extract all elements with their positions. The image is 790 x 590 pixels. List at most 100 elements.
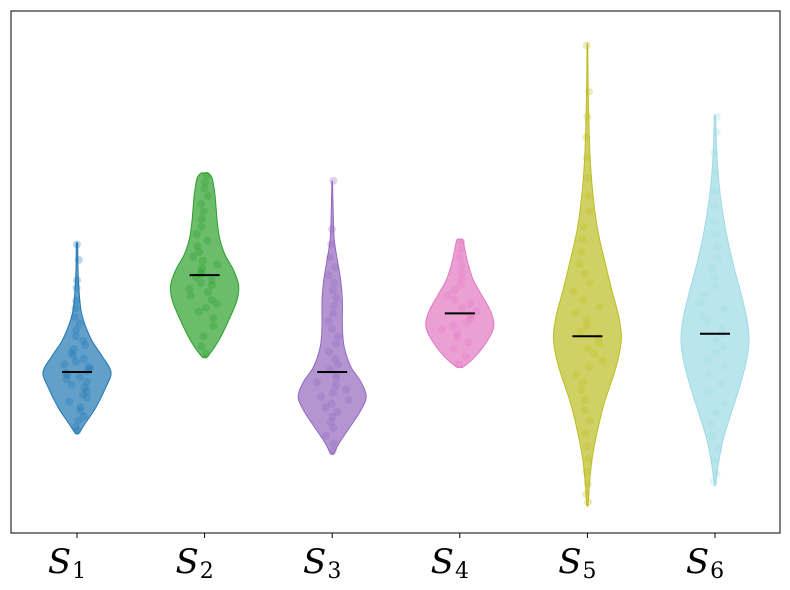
data-point-6-16 <box>711 336 720 345</box>
data-point-1-32 <box>70 312 79 321</box>
data-point-1-26 <box>70 345 79 354</box>
data-point-6-12 <box>721 362 730 371</box>
data-point-3-15 <box>312 378 321 387</box>
data-point-5-23 <box>571 309 580 318</box>
data-point-6-25 <box>710 273 719 282</box>
data-point-6-33 <box>711 169 720 178</box>
data-point-3-19 <box>334 360 343 369</box>
data-point-2-7 <box>201 303 210 312</box>
data-point-2-15 <box>207 276 216 285</box>
data-point-3-10 <box>344 396 353 405</box>
data-point-6-26 <box>708 264 717 273</box>
data-point-5-9 <box>580 406 589 415</box>
data-point-5-40 <box>582 41 591 50</box>
data-point-1-24 <box>69 351 78 360</box>
data-point-3-21 <box>324 347 333 356</box>
data-point-6-23 <box>700 290 709 299</box>
data-point-2-13 <box>207 281 216 290</box>
plot-frame <box>10 10 781 534</box>
data-point-2-12 <box>185 284 194 293</box>
data-point-1-31 <box>75 319 84 328</box>
data-point-5-2 <box>582 490 591 499</box>
data-point-1-33 <box>71 304 80 313</box>
data-point-3-4 <box>329 424 338 433</box>
data-point-4-19 <box>457 275 466 284</box>
data-point-6-18 <box>717 324 726 333</box>
data-point-1-16 <box>63 371 72 380</box>
data-point-2-20 <box>213 260 222 269</box>
violin-body-4 <box>425 238 495 369</box>
data-point-4-5 <box>452 333 461 342</box>
data-point-6-32 <box>710 186 719 195</box>
data-point-5-37 <box>582 133 591 142</box>
data-point-2-26 <box>192 230 201 239</box>
data-point-1-29 <box>71 332 80 341</box>
data-point-6-7 <box>712 408 721 417</box>
data-point-3-14 <box>331 381 340 390</box>
data-point-5-16 <box>590 350 599 359</box>
data-point-5-15 <box>598 356 607 365</box>
x-tick-label-4: S4 <box>431 542 469 584</box>
data-point-3-5 <box>327 417 336 426</box>
data-point-1-30 <box>72 326 81 335</box>
data-point-3-9 <box>327 399 336 408</box>
data-point-1-35 <box>72 283 81 292</box>
data-point-1-19 <box>86 364 95 373</box>
data-point-1-37 <box>74 255 83 264</box>
violin-body-3 <box>297 180 367 455</box>
x-tick-label-6: S6 <box>686 542 724 584</box>
data-point-3-29 <box>328 286 337 295</box>
x-axis-ticks: S1 S2 S3 S4 S5 S6 <box>48 533 724 584</box>
data-point-5-24 <box>595 302 604 311</box>
data-point-4-8 <box>449 321 458 330</box>
data-point-2-2 <box>197 342 206 351</box>
data-point-5-7 <box>581 429 590 438</box>
data-point-2-6 <box>194 307 203 316</box>
data-point-5-6 <box>582 441 591 450</box>
x-tick-label-3: S3 <box>303 542 341 584</box>
data-point-5-31 <box>578 235 587 244</box>
data-point-2-33 <box>200 178 209 187</box>
data-point-2-24 <box>193 242 202 251</box>
data-point-5-28 <box>580 269 589 278</box>
data-point-6-2 <box>712 470 721 478</box>
data-point-5-39 <box>584 87 593 96</box>
data-point-5-10 <box>580 396 589 405</box>
data-point-4-23 <box>456 245 465 254</box>
data-point-6-21 <box>719 305 728 314</box>
data-point-5-35 <box>584 174 593 183</box>
data-point-5-3 <box>583 480 592 489</box>
data-point-3-2 <box>329 439 338 448</box>
data-point-4-16 <box>443 291 452 300</box>
data-point-6-34 <box>710 148 719 157</box>
data-point-4-21 <box>457 260 466 269</box>
data-point-3-16 <box>332 374 341 383</box>
data-point-3-36 <box>329 176 338 185</box>
data-point-6-30 <box>709 217 718 226</box>
data-point-4-15 <box>450 295 459 304</box>
data-point-5-30 <box>577 248 586 257</box>
data-point-1-38 <box>72 240 81 249</box>
data-point-6-24 <box>710 282 719 291</box>
data-point-4-2 <box>461 352 470 361</box>
x-tick-label-5: S5 <box>558 542 596 584</box>
data-point-3-34 <box>327 240 336 249</box>
data-point-2-22 <box>189 252 198 261</box>
data-point-6-6 <box>707 419 716 427</box>
data-point-1-14 <box>62 375 71 384</box>
data-point-5-4 <box>582 467 591 476</box>
data-point-2-32 <box>200 184 209 193</box>
data-point-3-23 <box>334 332 343 341</box>
data-point-1-23 <box>79 354 88 363</box>
data-point-1-13 <box>82 377 91 386</box>
violin-body-2 <box>169 172 240 359</box>
data-point-1-34 <box>72 296 81 305</box>
data-point-6-28 <box>712 243 721 252</box>
data-point-6-19 <box>702 318 711 327</box>
data-point-2-3 <box>199 332 208 341</box>
data-point-2-9 <box>207 295 216 304</box>
data-point-5-13 <box>572 370 581 379</box>
data-point-6-31 <box>710 202 719 211</box>
data-point-5-17 <box>584 344 593 353</box>
